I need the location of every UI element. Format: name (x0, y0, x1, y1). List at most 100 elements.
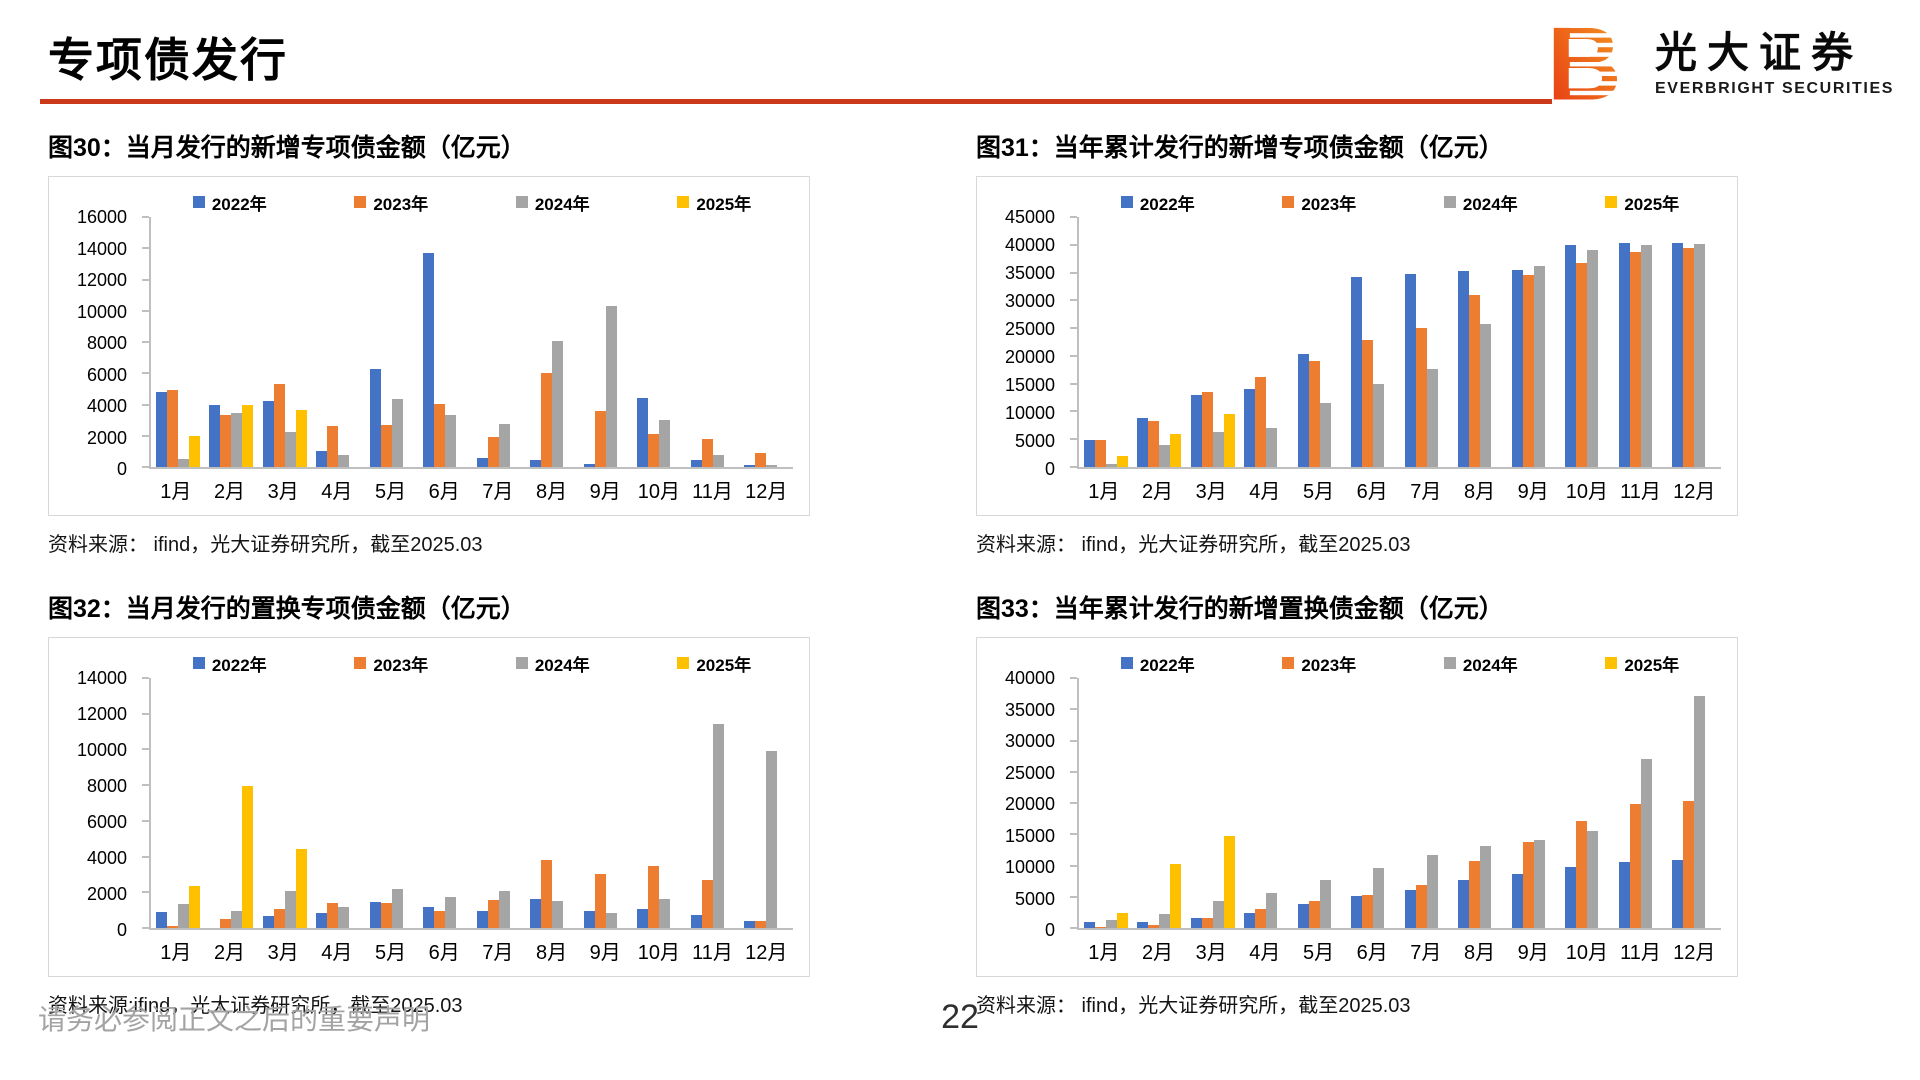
bar-2024年-3月 (1212, 900, 1224, 928)
legend-swatch-icon (1120, 196, 1133, 208)
legend-item-2024年: 2024年 (1443, 190, 1518, 215)
x-axis-label: 10月 (637, 942, 680, 964)
bar-2022年-6月 (423, 906, 435, 928)
x-axis-label: 1月 (1088, 942, 1120, 964)
y-axis-tick (1070, 895, 1077, 898)
y-axis-tick (1070, 271, 1077, 274)
bar-2023年-7月 (487, 436, 499, 467)
bar-2024年-4月 (1266, 893, 1278, 928)
legend-label: 2023年 (373, 655, 429, 675)
bar-group-10月 (633, 678, 687, 928)
y-axis-label: 10000 (76, 301, 127, 322)
bar-2022年-9月 (583, 463, 595, 467)
bar-2023年-9月 (594, 410, 606, 467)
x-axis-label: 2月 (1141, 481, 1174, 503)
chart-legend: 2022年 2023年 2024年 2025年 (149, 191, 795, 214)
bar-group-2月 (1133, 678, 1187, 928)
bar-2024年-3月 (284, 431, 296, 467)
legend-label: 2025年 (1624, 655, 1680, 675)
y-axis-label: 15000 (1004, 375, 1055, 395)
bars (151, 678, 793, 928)
y-axis-tick (1070, 802, 1077, 804)
x-axis-label: 5月 (1302, 481, 1335, 503)
y-axis-label: 12000 (76, 704, 127, 724)
bar-2024年-12月 (1694, 243, 1706, 467)
x-axis-label: 4月 (321, 481, 353, 503)
bar-2023年-12月 (755, 920, 767, 928)
bar-group-7月 (1400, 678, 1454, 928)
footer-disclaimer: 请务必参阅正文之后的重要声明 (38, 1004, 431, 1035)
x-axis-label: 5月 (374, 942, 407, 964)
bar-2022年-3月 (262, 401, 274, 467)
bar-2023年-2月 (1148, 421, 1160, 467)
legend-item-2022年: 2022年 (1120, 190, 1195, 215)
bar-2022年-8月 (530, 899, 542, 928)
bar-2022年-2月 (1137, 922, 1149, 928)
brand-logo: B 光大证券 EVERBRIGHT SECURITIES (1543, 5, 1894, 121)
x-axis-label: 9月 (1517, 481, 1549, 503)
bar-2022年-11月 (1618, 862, 1630, 928)
x-axis-label: 9月 (589, 942, 621, 964)
x-axis-label: 7月 (1410, 942, 1442, 964)
y-axis-tick (1070, 299, 1077, 302)
bar-2024年-11月 (712, 724, 724, 928)
bar-2023年-12月 (755, 452, 767, 467)
legend-label: 2023年 (1301, 194, 1357, 214)
bar-2023年-4月 (1255, 909, 1267, 928)
bar-2024年-4月 (338, 454, 350, 467)
title-divider (40, 99, 1552, 104)
bar-2022年-9月 (583, 911, 595, 928)
bar-2024年-10月 (1587, 830, 1599, 928)
y-axis-tick (1070, 438, 1077, 441)
bar-2024年-4月 (338, 906, 350, 928)
bar-2022年-7月 (1404, 890, 1416, 928)
bar-2024年-11月 (1640, 758, 1652, 928)
bar-2024年-12月 (766, 751, 778, 928)
y-axis: 0 5000 10000 15000 20000 25000 30000 35000 40000… (977, 208, 1065, 478)
bar-2024年-8月 (1480, 845, 1492, 928)
chart-frame: 2022年 2023年 2024年 2025年 0 5000 10000 15000 2000… (976, 637, 1738, 977)
bar-group-1月 (1079, 217, 1133, 467)
bar-2023年-6月 (434, 403, 446, 467)
legend-item-2022年: 2022年 (192, 651, 267, 676)
x-axis-label: 3月 (267, 481, 299, 503)
x-axis-label: 4月 (1249, 481, 1281, 503)
legend-label: 2022年 (1139, 655, 1195, 675)
legend-swatch-icon (1120, 657, 1133, 669)
y-axis-tick (142, 466, 149, 468)
bar-2022年-4月 (316, 912, 328, 928)
bar-2023年-11月 (1629, 804, 1641, 928)
legend-swatch-icon (354, 196, 367, 208)
page-number: 22 (941, 998, 979, 1036)
x-axis-label: 8月 (1463, 481, 1496, 503)
bar-group-11月 (1614, 217, 1668, 467)
bar-2024年-10月 (659, 898, 671, 928)
bar-2024年-8月 (552, 341, 564, 467)
y-axis-tick (1070, 243, 1077, 246)
bar-2024年-6月 (445, 415, 457, 467)
bar-2024年-1月 (177, 459, 189, 467)
bar-group-3月 (258, 678, 312, 928)
legend-swatch-icon (1605, 657, 1618, 669)
legend-label: 2025年 (696, 655, 752, 675)
bar-group-7月 (472, 678, 526, 928)
legend-item-2025年: 2025年 (677, 651, 751, 676)
legend-item-2025年: 2025年 (1605, 651, 1679, 676)
bar-2024年-2月 (1159, 913, 1171, 928)
bar-group-3月 (1186, 678, 1240, 928)
bar-2023年-5月 (1308, 361, 1320, 467)
y-axis-label: 40000 (1004, 668, 1055, 688)
y-axis-label: 25000 (1004, 762, 1055, 783)
y-axis-tick (1070, 354, 1077, 357)
y-axis-label: 5000 (1014, 431, 1055, 451)
bar-2024年-5月 (391, 888, 403, 928)
bar-2023年-2月 (220, 919, 232, 928)
legend-swatch-icon (192, 657, 205, 669)
bar-2022年-10月 (1565, 245, 1577, 467)
bar-2024年-7月 (498, 890, 510, 928)
y-axis-tick (142, 309, 149, 312)
y-axis-label: 16000 (76, 207, 127, 227)
y-axis-tick (142, 278, 149, 281)
bar-group-2月 (205, 678, 259, 928)
bar-2024年-4月 (1266, 427, 1278, 467)
